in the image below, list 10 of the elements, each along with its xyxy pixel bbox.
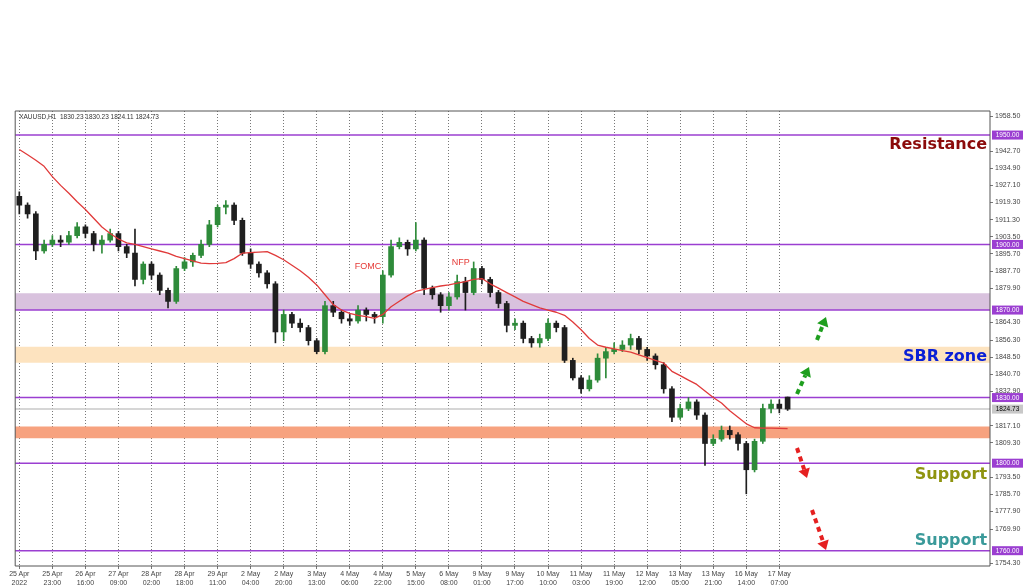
candlestick bbox=[223, 200, 229, 215]
candlestick bbox=[346, 314, 353, 326]
candlestick bbox=[99, 235, 105, 254]
candlestick bbox=[512, 318, 518, 331]
annotation: SBR zone bbox=[902, 346, 988, 366]
annotation: Support bbox=[914, 463, 988, 483]
annotation: Resistance bbox=[889, 133, 988, 153]
annotation: FOMC bbox=[354, 260, 382, 271]
annotation: NFP bbox=[451, 256, 470, 267]
annotation: Support bbox=[914, 530, 988, 550]
